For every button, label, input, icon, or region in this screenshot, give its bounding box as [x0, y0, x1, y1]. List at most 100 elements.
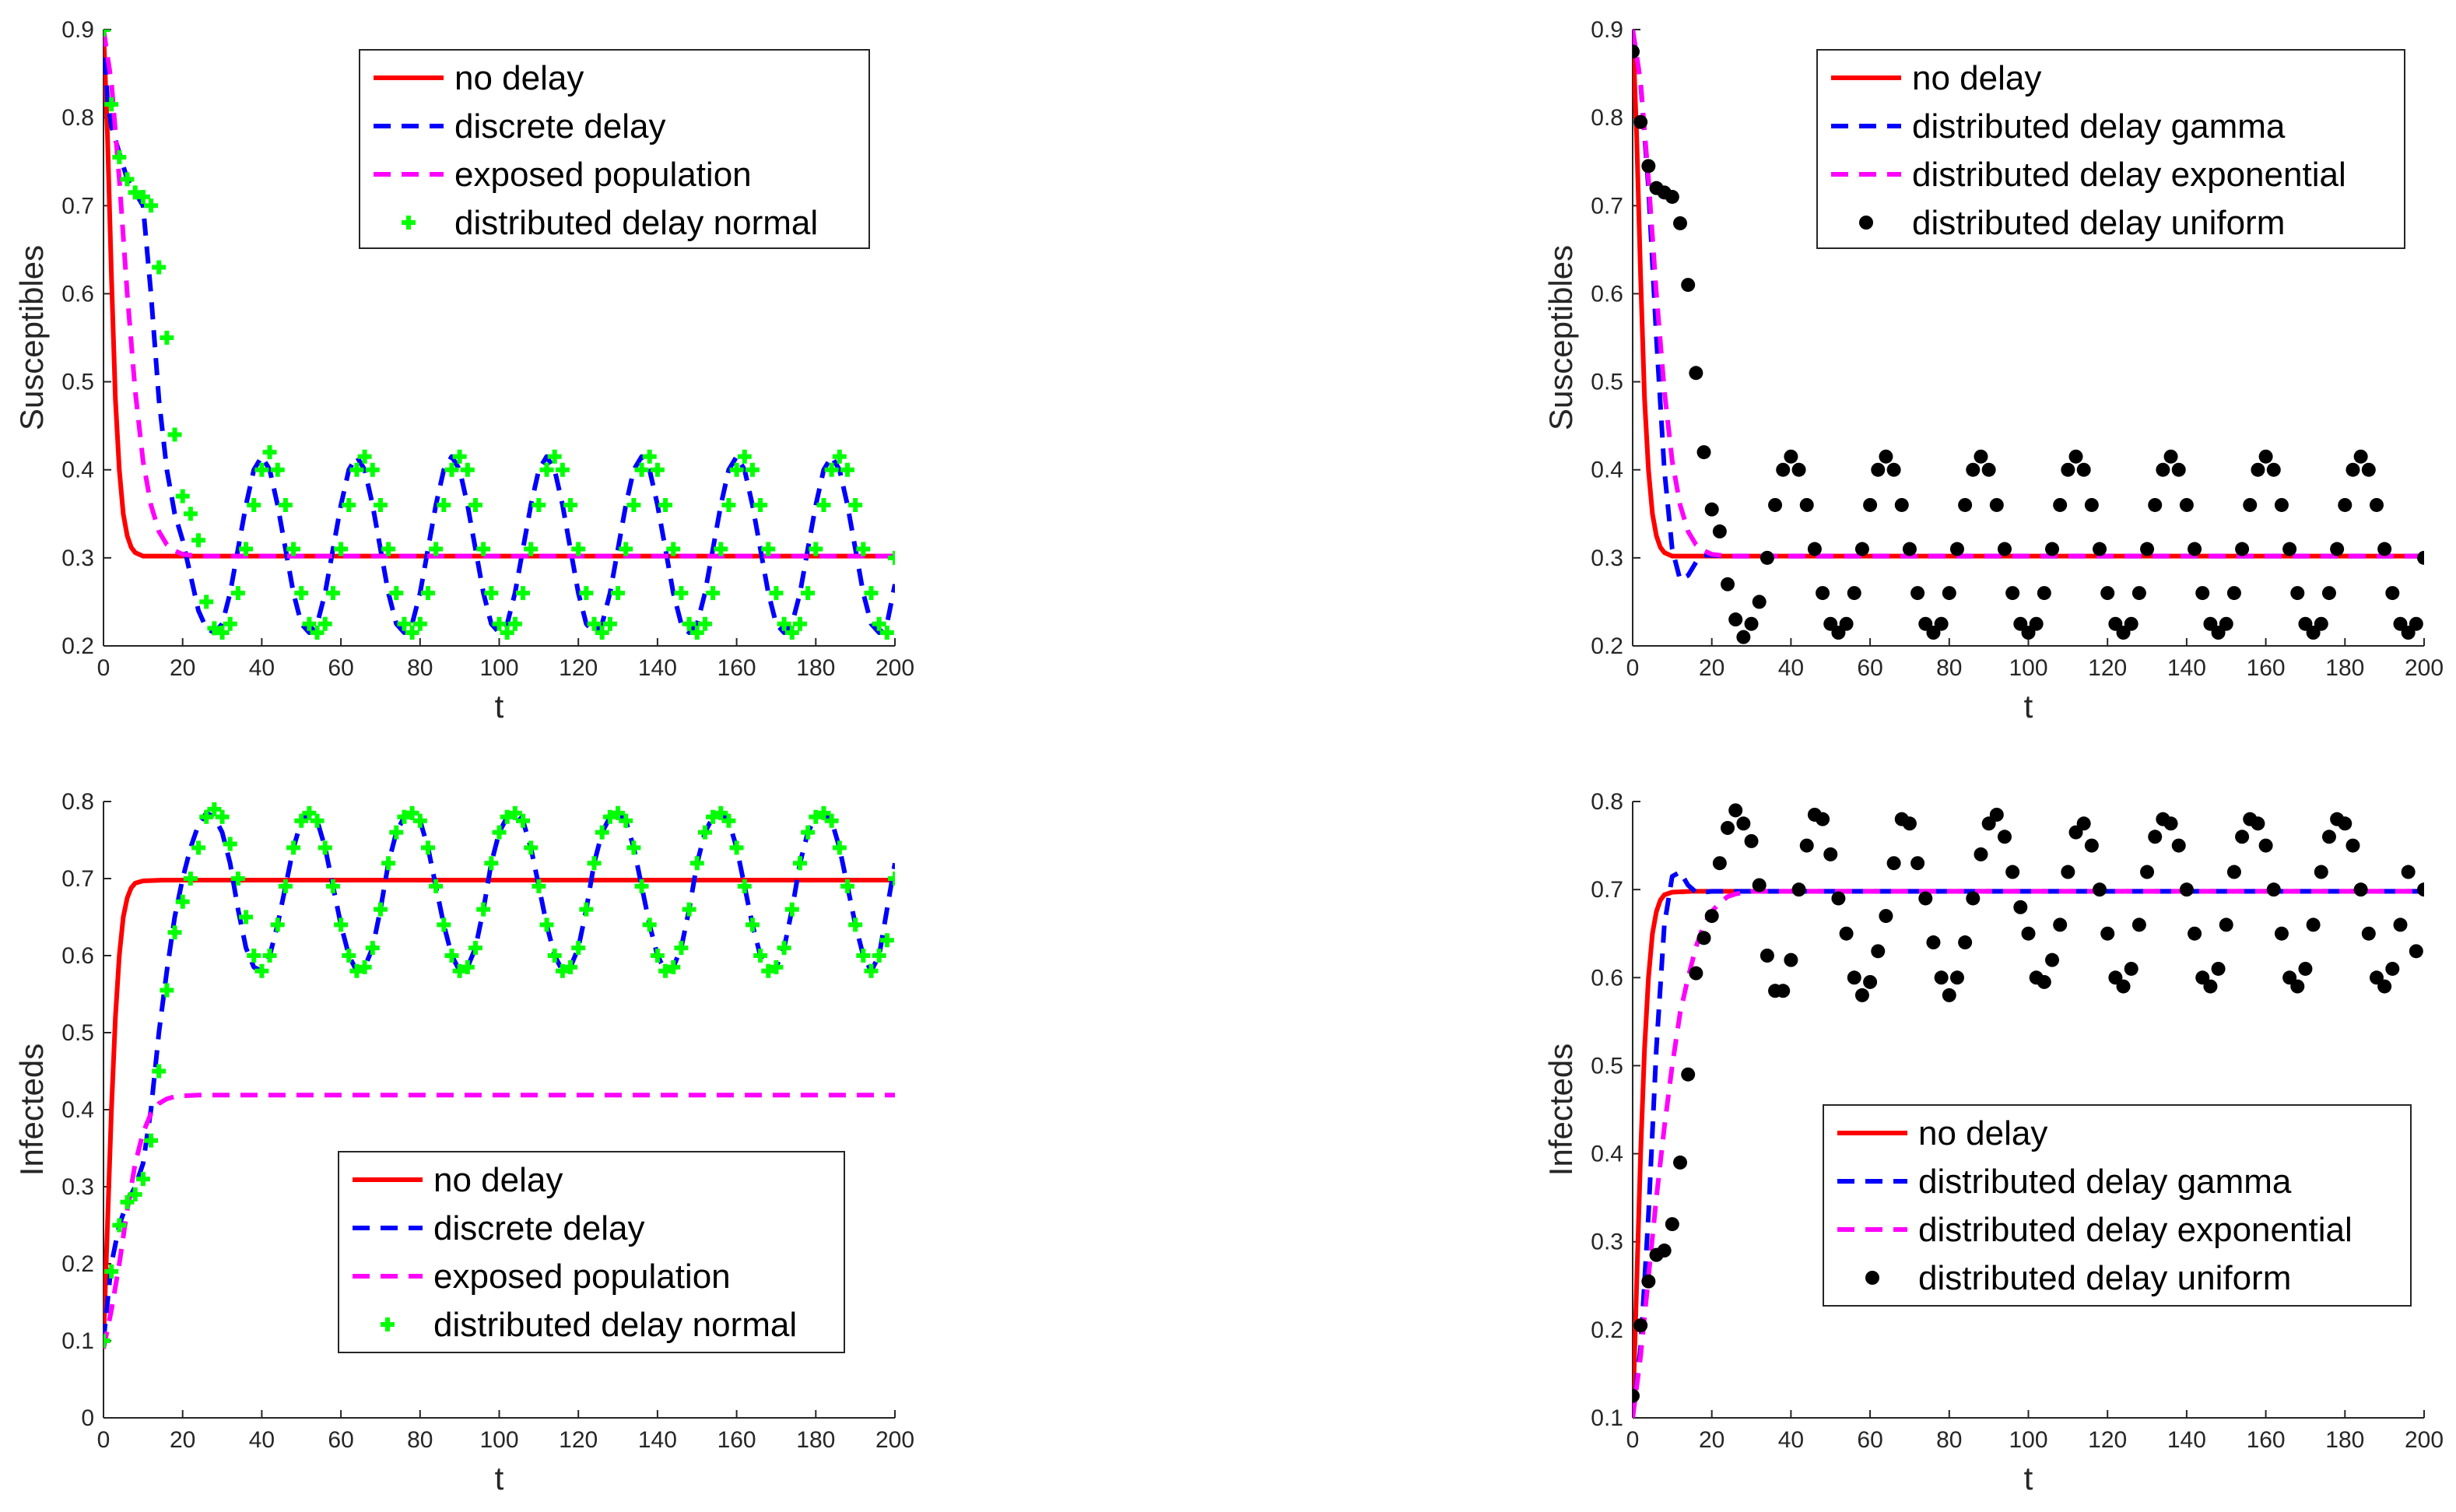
y-tick-label: 0.2 — [61, 1251, 94, 1277]
data-point-dot — [2298, 961, 2313, 976]
data-point-dot — [1942, 988, 1956, 1002]
data-point-dot — [1854, 542, 1869, 556]
data-point-plus — [579, 902, 594, 917]
data-point-dot — [2345, 462, 2360, 477]
data-point-dot — [2274, 497, 2289, 512]
data-point-plus — [397, 809, 412, 824]
data-point-plus — [444, 462, 459, 477]
data-point-plus — [555, 462, 570, 477]
x-tick-label: 80 — [1936, 655, 1962, 681]
data-point-plus — [500, 809, 514, 824]
data-point-plus — [270, 462, 285, 477]
data-point-plus — [571, 542, 586, 556]
data-point-plus — [848, 917, 863, 932]
y-tick-label: 0.8 — [1591, 105, 1623, 131]
data-point-plus — [753, 497, 768, 512]
data-point-dot — [2093, 542, 2107, 556]
data-point-plus — [270, 917, 285, 932]
data-point-dot — [1799, 838, 1814, 853]
data-point-dot — [1934, 616, 1949, 631]
plot-area — [1633, 803, 2424, 1418]
data-point-plus — [761, 542, 776, 556]
data-point-plus — [524, 542, 539, 556]
series-distributed-delay-exponential — [1633, 889, 2424, 1418]
data-point-dot — [2226, 586, 2241, 601]
data-point-dot — [1689, 366, 1703, 381]
data-point-plus — [555, 963, 570, 978]
data-point-plus — [666, 542, 681, 556]
data-point-dot — [2243, 497, 2258, 512]
data-point-plus — [420, 840, 435, 855]
data-point-plus — [302, 805, 317, 820]
data-point-dot — [1681, 278, 1696, 293]
x-tick-label: 80 — [407, 655, 433, 681]
legend: no delay distributed delay gamma distribut… — [1823, 1104, 2412, 1307]
data-point-dot — [2417, 550, 2424, 565]
data-point-plus — [405, 805, 419, 820]
x-tick-label: 140 — [638, 1427, 677, 1453]
data-point-plus — [674, 941, 689, 956]
data-point-plus — [247, 497, 261, 512]
data-point-plus — [832, 449, 847, 464]
data-point-plus — [619, 542, 633, 556]
data-point-plus — [349, 462, 364, 477]
data-point-dot — [2330, 542, 2345, 556]
y-tick-label: 0.4 — [1591, 458, 1623, 483]
data-point-dot — [1696, 931, 1711, 945]
data-point-dot — [1744, 616, 1759, 631]
data-point-dot — [2195, 586, 2210, 601]
data-point-dot — [2171, 462, 2186, 477]
data-point-plus — [809, 809, 823, 824]
data-point-plus — [152, 260, 167, 275]
data-point-dot — [2385, 586, 2400, 601]
data-point-dot — [2266, 462, 2281, 477]
data-point-plus — [714, 805, 728, 820]
data-point-dot — [2369, 497, 2384, 512]
data-point-dot — [1712, 524, 1727, 538]
data-point-dot — [2140, 865, 2155, 879]
legend-swatch — [1865, 1271, 1879, 1285]
x-tick-label: 160 — [2247, 1427, 2286, 1453]
legend-label: discrete delay — [454, 107, 665, 146]
data-point-dot — [1871, 462, 1886, 477]
y-tick-label: 0.3 — [1591, 546, 1623, 571]
data-point-dot — [2219, 616, 2233, 631]
data-point-plus — [334, 542, 349, 556]
data-point-plus — [460, 462, 475, 477]
legend-box — [1816, 49, 2405, 249]
data-point-dot — [2251, 816, 2265, 831]
data-point-dot — [2203, 979, 2218, 994]
data-point-dot — [1744, 833, 1759, 848]
x-tick-label: 200 — [875, 1427, 914, 1453]
data-point-dot — [2377, 979, 2392, 994]
x-tick-label: 200 — [2405, 655, 2444, 681]
data-point-dot — [1689, 966, 1703, 981]
data-point-plus — [452, 449, 467, 464]
y-tick-label: 0.9 — [1591, 17, 1623, 43]
y-tick-label: 0.3 — [61, 1174, 94, 1200]
data-point-dot — [1799, 497, 1814, 512]
data-point-dot — [1704, 502, 1719, 517]
data-point-dot — [1760, 550, 1774, 565]
data-point-dot — [2314, 865, 2328, 879]
data-point-dot — [2235, 542, 2250, 556]
data-point-dot — [1871, 944, 1886, 959]
data-point-plus — [342, 949, 356, 963]
data-point-plus — [239, 542, 254, 556]
data-point-dot — [1839, 616, 1854, 631]
data-point-plus — [310, 626, 325, 640]
x-tick-label: 20 — [170, 1427, 195, 1453]
data-point-plus — [626, 497, 641, 512]
data-point-plus — [777, 941, 791, 956]
y-tick-label: 0.3 — [61, 546, 94, 571]
data-point-dot — [2258, 449, 2273, 464]
data-point-dot — [2005, 586, 2020, 601]
data-point-dot — [1641, 1274, 1656, 1289]
data-point-dot — [1752, 595, 1767, 609]
plot-area — [1633, 30, 2424, 644]
data-point-dot — [1910, 586, 1925, 601]
data-point-dot — [1673, 216, 1688, 230]
data-point-plus — [500, 626, 514, 640]
data-point-dot — [1879, 449, 1893, 464]
series-line — [104, 30, 895, 559]
